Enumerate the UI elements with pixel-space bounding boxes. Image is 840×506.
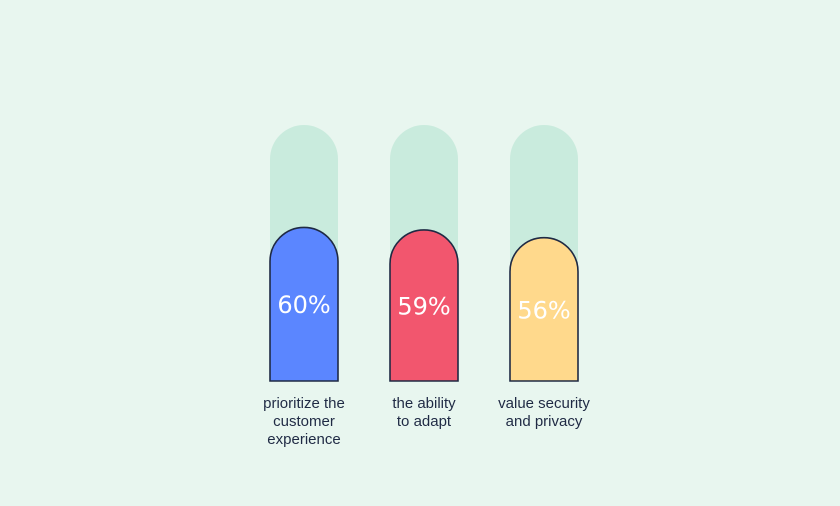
- bar: [509, 236, 579, 382]
- bar-caption-line: prioritize the: [263, 395, 345, 412]
- bar-fills: [269, 226, 579, 382]
- bar: [269, 226, 339, 382]
- bar-caption-line: and privacy: [506, 413, 583, 430]
- bar-caption-line: the ability: [392, 395, 456, 412]
- bar-caption-line: to adapt: [397, 413, 452, 430]
- bar-value-label: 59%: [397, 292, 450, 320]
- bar-caption-line: experience: [267, 431, 340, 448]
- bar-value-labels: 60% 59% 56%: [277, 291, 570, 324]
- bar-caption-line: value security: [498, 395, 590, 412]
- bar-value-label: 56%: [517, 296, 570, 324]
- bar-value-label: 60%: [277, 291, 330, 319]
- bar-caption-line: customer: [273, 413, 335, 430]
- bar: [389, 229, 459, 382]
